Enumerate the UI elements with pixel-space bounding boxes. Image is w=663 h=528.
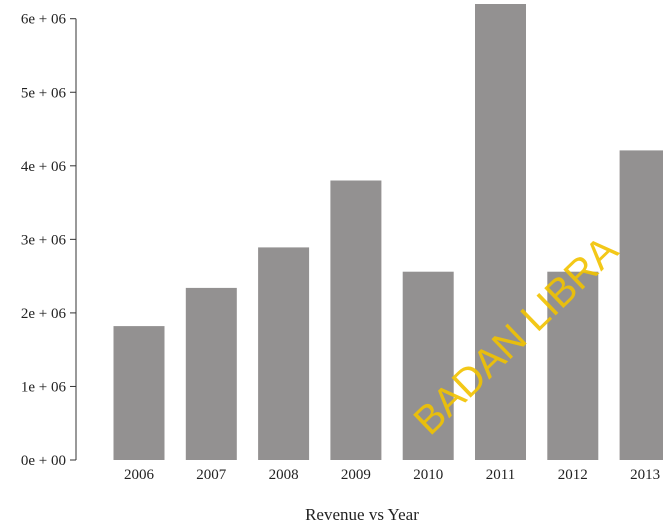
x-tick-label-2012: 2012: [558, 467, 588, 483]
y-tick-label: 2e + 06: [21, 306, 67, 322]
y-tick-label: 1e + 06: [21, 379, 67, 395]
x-tick-labels: 2006 2007 2008 2009 2010 2011 2012 2013: [124, 467, 660, 483]
bars-group: [113, 4, 663, 460]
bar-2011: [475, 4, 526, 460]
y-tick-label: 5e + 06: [21, 85, 67, 101]
x-tick-label-2007: 2007: [196, 467, 227, 483]
bar-2009: [330, 180, 382, 460]
x-tick-label-2011: 2011: [486, 467, 515, 483]
bar-2010: [402, 271, 454, 460]
x-axis-label: Revenue vs Year: [305, 505, 419, 524]
y-tick-label: 0e + 00: [21, 453, 66, 469]
y-tick-label: 4e + 06: [21, 159, 67, 175]
x-tick-label-2006: 2006: [124, 467, 155, 483]
bar-2007: [185, 287, 237, 460]
bar-2006: [113, 326, 165, 460]
y-axis: 0e + 00 1e + 06 2e + 06 3e + 06 4e + 06 5e + …: [21, 12, 77, 469]
y-tick-label: 3e + 06: [21, 232, 67, 248]
bar-2013: [619, 150, 663, 460]
x-tick-label-2010: 2010: [413, 467, 443, 483]
bar-2012: [547, 271, 599, 460]
bar-2008: [258, 247, 310, 460]
y-tick-label: 6e + 06: [21, 12, 67, 28]
x-tick-label-2009: 2009: [341, 467, 371, 483]
x-tick-label-2008: 2008: [269, 467, 299, 483]
x-tick-label-2013: 2013: [630, 467, 660, 483]
